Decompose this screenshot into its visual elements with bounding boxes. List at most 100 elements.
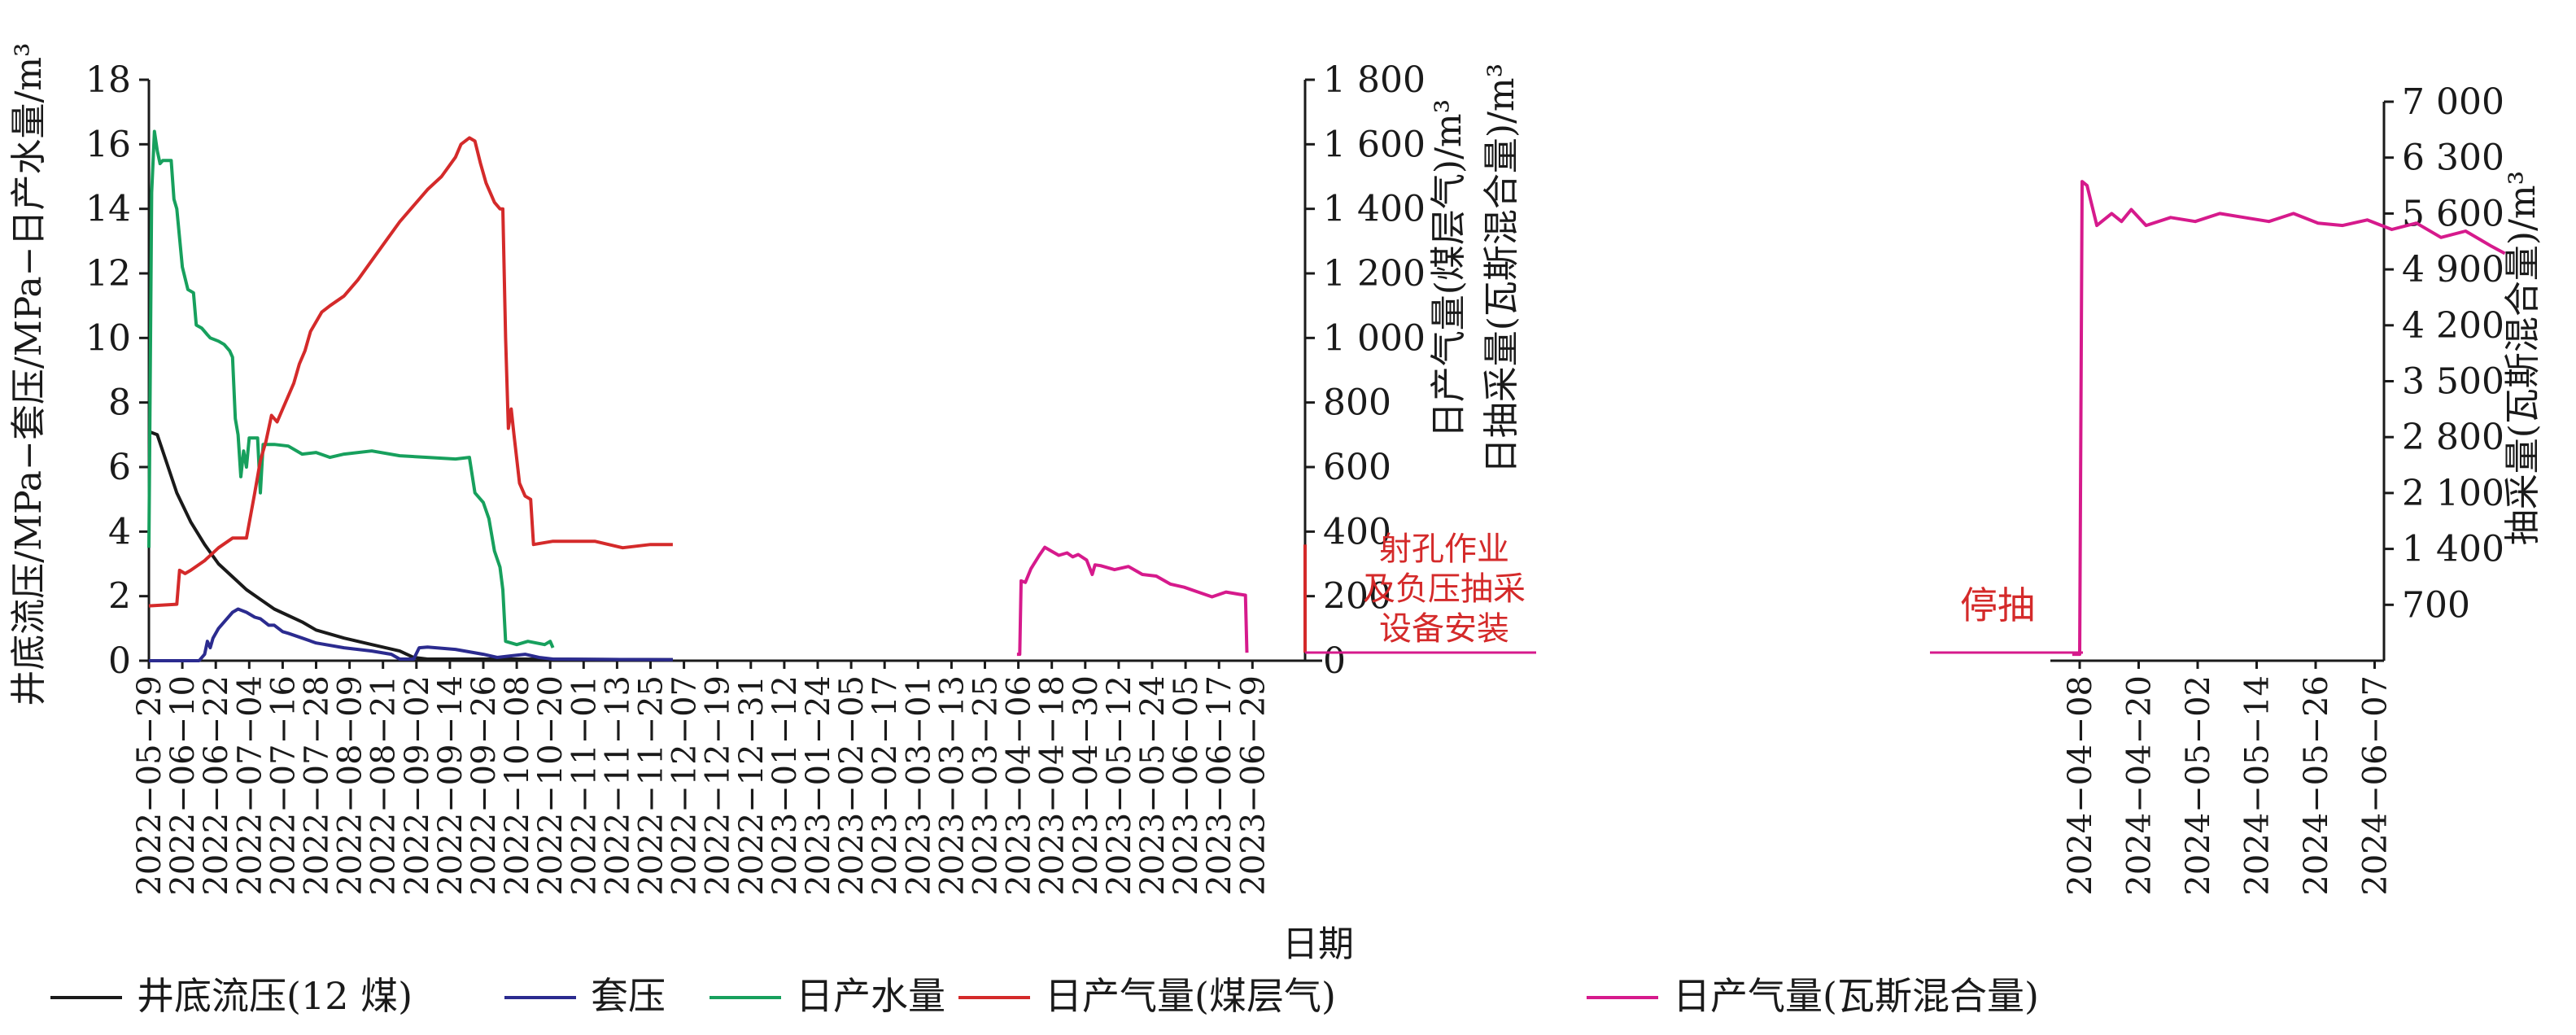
x-tick-label: 2024−05−02 — [2180, 675, 2217, 896]
x-tick-label: 2024−05−14 — [2239, 675, 2277, 896]
series-0 — [148, 430, 673, 662]
left-tick-label: 18 — [85, 59, 131, 101]
x-tick-label: 2022−10−08 — [499, 675, 536, 896]
right2-tick-label: 2 100 — [2402, 473, 2504, 514]
left-tick-label: 6 — [108, 447, 131, 488]
left-tick-label: 14 — [85, 189, 131, 230]
series-line — [147, 129, 555, 649]
right2-tick-label: 4 900 — [2402, 249, 2504, 290]
x-tick-label: 2023−05−24 — [1134, 675, 1172, 896]
legend-label: 井底流压(12 煤) — [137, 974, 413, 1018]
x-tick-label: 2022−07−16 — [264, 675, 302, 896]
stop-annotation: 停抽 — [1960, 583, 2035, 627]
right1-tick-label: 0 — [1323, 640, 1346, 682]
legend-label: 日产气量(瓦斯混合量) — [1673, 974, 2039, 1018]
x-tick-label: 2023−03−13 — [933, 675, 971, 896]
left-axis-ticks: 0 2 4 6 8 10 12 14 16 18 — [85, 59, 149, 682]
x-tick-label: 2022−12−19 — [700, 675, 737, 896]
left-axis-label: 井底流压/MPa−套压/MPa−日产水量/m³ — [8, 42, 50, 705]
left-tick-label: 10 — [85, 317, 131, 359]
right2-tick-label: 3 500 — [2402, 361, 2504, 403]
x-tick-label: 2022−12−07 — [666, 675, 704, 896]
x-tick-label: 2023−04−18 — [1034, 675, 1072, 896]
series-line — [148, 430, 673, 662]
x-tick-label: 2022−06−22 — [198, 675, 235, 896]
x-tick-label: 2022−11−13 — [599, 675, 636, 896]
x-tick-label: 2022−09−14 — [432, 675, 469, 896]
right1-tick-label: 1 000 — [1323, 317, 1426, 359]
series-4 — [1016, 180, 2506, 657]
left-tick-label: 8 — [108, 382, 131, 424]
series-line-segment — [1016, 545, 1249, 657]
right2-tick-label: 1 400 — [2402, 529, 2504, 570]
right2-tick-label: 7 000 — [2402, 81, 2504, 123]
x-tick-label: 2022−08−09 — [332, 675, 369, 896]
right1-tick-label: 200 — [1323, 576, 1391, 618]
perforation-annotation-line1: 射孔作业 — [1379, 531, 1509, 568]
right2-axis-ticks: 700 1 400 2 100 2 800 3 500 4 200 4 900 5 600 6 … — [2384, 81, 2504, 626]
right1-axis-ticks: 0 200 400 600 800 1 000 1 200 1 400 1 600 1 800 — [1305, 59, 1426, 682]
x-tick-label: 2023−05−12 — [1101, 675, 1138, 896]
x-tick-label: 2023−03−25 — [967, 675, 1005, 896]
right2-tick-label: 700 — [2402, 584, 2470, 626]
right1-axis-label-line1: 日产气量(煤层气)/m³ — [1428, 99, 1469, 439]
series-3 — [148, 136, 673, 608]
right1-tick-label: 1 400 — [1323, 189, 1426, 230]
series-layer — [147, 129, 2506, 662]
x-tick-label: 2022−12−31 — [733, 675, 771, 896]
legend: 井底流压(12 煤) 套压 日产水量 日产气量(煤层气) 日产气量(瓦斯混合量) — [50, 974, 2039, 1018]
right1-tick-label: 800 — [1323, 382, 1391, 424]
perforation-annotation: 射孔作业 及负压抽采 设备安装 — [1363, 531, 1526, 648]
x-tick-label: 2023−06−17 — [1201, 675, 1238, 896]
right1-tick-label: 1 600 — [1323, 124, 1426, 165]
x-tick-label: 2023−02−05 — [833, 675, 871, 896]
x-tick-label: 2024−04−08 — [2062, 675, 2099, 896]
x-tick-label: 2023−04−30 — [1068, 675, 1105, 896]
axis-frames — [147, 80, 2386, 662]
legend-label: 日产水量 — [796, 974, 945, 1018]
x-tick-label: 2022−09−02 — [399, 675, 436, 896]
x-tick-label: 2022−07−28 — [299, 675, 336, 896]
x-tick-label: 2024−04−20 — [2121, 675, 2159, 896]
x-tick-label: 2024−05−26 — [2298, 675, 2335, 896]
right2-tick-label: 6 300 — [2402, 138, 2504, 179]
x-tick-label: 2023−02−17 — [867, 675, 904, 896]
perforation-annotation-line3: 设备安装 — [1379, 610, 1509, 648]
series-1 — [149, 607, 673, 662]
x-tick-label: 2022−11−25 — [633, 675, 670, 896]
series-line — [148, 136, 673, 608]
right2-axis-label: 抽采量(瓦斯混合量)/m³ — [2502, 171, 2543, 546]
right1-tick-label: 600 — [1323, 447, 1391, 488]
legend-label: 套压 — [591, 974, 666, 1018]
right1-tick-label: 1 200 — [1323, 253, 1426, 295]
x-tick-label: 2023−06−05 — [1168, 675, 1205, 896]
legend-label: 日产气量(煤层气) — [1045, 974, 1336, 1018]
x-tick-label: 2023−01−12 — [766, 675, 804, 896]
perforation-annotation-line2: 及负压抽采 — [1363, 570, 1526, 608]
right1-axis-label-line2: 日抽采量(瓦斯混合量)/m³ — [1481, 63, 1522, 474]
left-tick-label: 2 — [108, 576, 131, 618]
x-tick-label: 2022−08−21 — [365, 675, 403, 896]
x-tick-label: 2022−10−20 — [532, 675, 570, 896]
x-tick-label: 2023−06−29 — [1234, 675, 1272, 896]
x-tick-label: 2023−04−06 — [1001, 675, 1038, 896]
x-axis-label: 日期 — [1282, 924, 1354, 965]
right2-tick-label: 4 200 — [2402, 305, 2504, 347]
x-axis-ticks: 2022−05−292022−06−102022−06−222022−07−04… — [131, 661, 2395, 896]
x-tick-label: 2022−11−01 — [565, 675, 603, 896]
series-line-segment — [2072, 180, 2506, 657]
right2-tick-label: 5 600 — [2402, 193, 2504, 234]
right1-tick-label: 400 — [1323, 511, 1391, 552]
x-tick-label: 2023−03−01 — [900, 675, 937, 896]
left-tick-label: 16 — [85, 124, 131, 165]
right1-tick-label: 1 800 — [1323, 59, 1426, 101]
left-tick-label: 0 — [108, 640, 131, 682]
x-tick-label: 2022−06−10 — [164, 675, 202, 896]
left-tick-label: 12 — [85, 253, 131, 295]
right2-tick-label: 2 800 — [2402, 417, 2504, 458]
x-tick-label: 2024−06−07 — [2357, 675, 2395, 896]
series-line — [149, 607, 673, 662]
x-tick-label: 2022−05−29 — [131, 675, 168, 896]
x-tick-label: 2022−07−04 — [231, 675, 269, 896]
